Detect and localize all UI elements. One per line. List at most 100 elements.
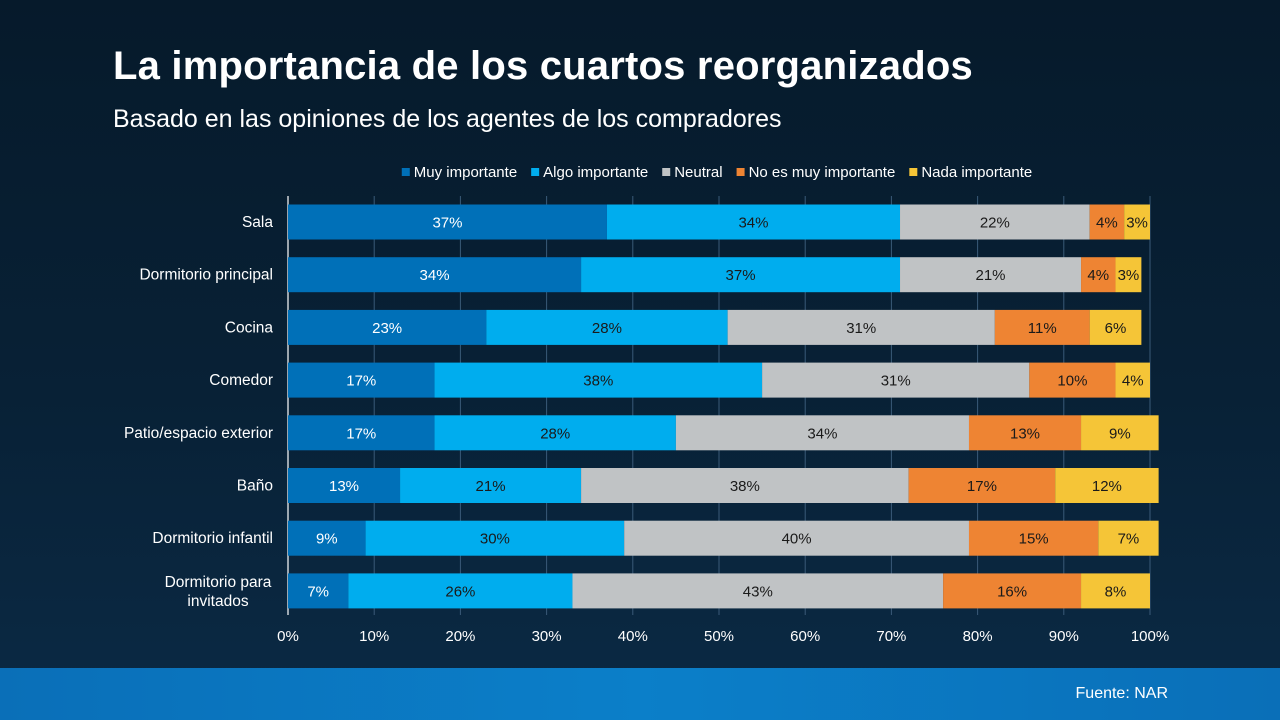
bar-segment (1124, 204, 1150, 240)
data-label: 38% (583, 373, 613, 390)
data-label: 26% (445, 583, 475, 600)
bar-segment (1081, 573, 1150, 609)
legend-swatch (736, 168, 745, 176)
bar-segment (288, 362, 435, 398)
bar-segment (486, 309, 728, 345)
data-label: 13% (1010, 425, 1040, 442)
bar-segment (1055, 468, 1159, 503)
data-label: 9% (1109, 425, 1131, 442)
data-label: 8% (1105, 583, 1127, 600)
bar-segment (288, 520, 366, 556)
x-tick-label: 70% (876, 628, 906, 645)
category-label: Cocina (225, 319, 274, 336)
bar-segment (288, 257, 582, 293)
data-label: 6% (1105, 320, 1127, 337)
data-label: 31% (846, 320, 876, 337)
bar-segment (1115, 362, 1150, 398)
x-tick-label: 40% (618, 628, 648, 645)
bar-segment (288, 204, 607, 240)
chart-legend: Muy importante Algo importante Neutral No e… (401, 164, 1032, 181)
data-label: 23% (372, 320, 402, 337)
category-label: Dormitorio para invitados (165, 574, 272, 610)
x-tick-label: 10% (359, 628, 389, 645)
bar-segment (434, 415, 676, 451)
data-label: 10% (1057, 373, 1087, 390)
legend-swatch (909, 168, 918, 176)
bar-segment (1089, 204, 1125, 240)
data-label: 34% (738, 215, 768, 232)
x-tick-label: 20% (445, 628, 475, 645)
bar-segment (434, 362, 763, 398)
bar-segment (968, 520, 1099, 556)
footer-band: Fuente: NAR (0, 668, 1280, 720)
data-label: 30% (480, 531, 510, 548)
data-label: 17% (346, 425, 376, 442)
data-label: 28% (540, 425, 570, 442)
data-label: 37% (432, 215, 462, 232)
bar-segment (1089, 309, 1142, 345)
legend-label: Neutral (674, 164, 722, 181)
bar-segment (288, 468, 401, 503)
bar-segment (288, 415, 435, 451)
data-label: 21% (976, 267, 1006, 284)
bar-segment (288, 309, 487, 345)
x-tick-label: 60% (790, 628, 820, 645)
data-label: 31% (881, 373, 911, 390)
data-label: 40% (782, 531, 812, 548)
bar-segment (675, 415, 969, 451)
data-label: 34% (420, 267, 450, 284)
bar-segment (968, 415, 1082, 451)
data-label: 4% (1096, 215, 1118, 232)
bar-segment (900, 257, 1082, 293)
bar-segment (400, 468, 582, 503)
data-label: 21% (476, 478, 506, 495)
bar-segment (994, 309, 1090, 345)
data-label: 15% (1019, 531, 1049, 548)
legend-label: Nada importante (921, 164, 1032, 181)
legend-label: Algo importante (543, 164, 648, 181)
bar-segment (762, 362, 1030, 398)
data-label: 17% (967, 478, 997, 495)
data-label: 16% (997, 583, 1027, 600)
data-label: 13% (329, 478, 359, 495)
legend-label: No es muy importante (749, 164, 896, 181)
bar-segment (581, 468, 909, 503)
source-note: Fuente: NAR (1075, 685, 1168, 702)
x-tick-label: 90% (1049, 628, 1079, 645)
data-label: 22% (980, 215, 1010, 232)
data-label: 9% (316, 531, 338, 548)
category-label: Comedor (209, 372, 273, 389)
data-label: 11% (1028, 320, 1057, 337)
data-label: 28% (592, 320, 622, 337)
category-label: Dormitorio principal (139, 267, 273, 284)
bar-segment (943, 573, 1082, 609)
bar-segment (1081, 415, 1159, 451)
x-tick-label: 50% (704, 628, 734, 645)
data-label: 43% (743, 583, 773, 600)
stacked-bar-chart: 37% 34% 22% 4% 3% 34% 37% 21% 4% 3% 23% 28% 31% 11% 6%… (139, 164, 1159, 645)
bar-segment (365, 520, 625, 556)
legend-swatch (531, 168, 540, 176)
data-label: 4% (1087, 267, 1109, 284)
page-title: La importancia de los cuartos reorganiza… (113, 44, 973, 88)
bar-segment (348, 573, 573, 609)
data-label: 4% (1122, 373, 1144, 390)
data-label: 34% (807, 425, 837, 442)
bar-segment (727, 309, 995, 345)
bar-segment (624, 520, 969, 556)
legend-swatch (401, 168, 410, 176)
data-label: 3% (1126, 215, 1148, 232)
data-label: 3% (1118, 267, 1140, 284)
data-label: 12% (1092, 478, 1122, 495)
data-label: 7% (307, 583, 329, 600)
category-label: Dormitorio infantil (152, 530, 273, 547)
bar-segment (572, 573, 944, 609)
x-tick-label: 0% (277, 628, 299, 645)
legend-swatch (662, 168, 671, 176)
bar-segment (1081, 257, 1116, 293)
bar-segment (900, 204, 1090, 240)
category-label: Baño (237, 478, 273, 495)
data-label: 17% (346, 373, 376, 390)
bar-segment (1115, 257, 1142, 293)
data-label: 38% (730, 478, 760, 495)
